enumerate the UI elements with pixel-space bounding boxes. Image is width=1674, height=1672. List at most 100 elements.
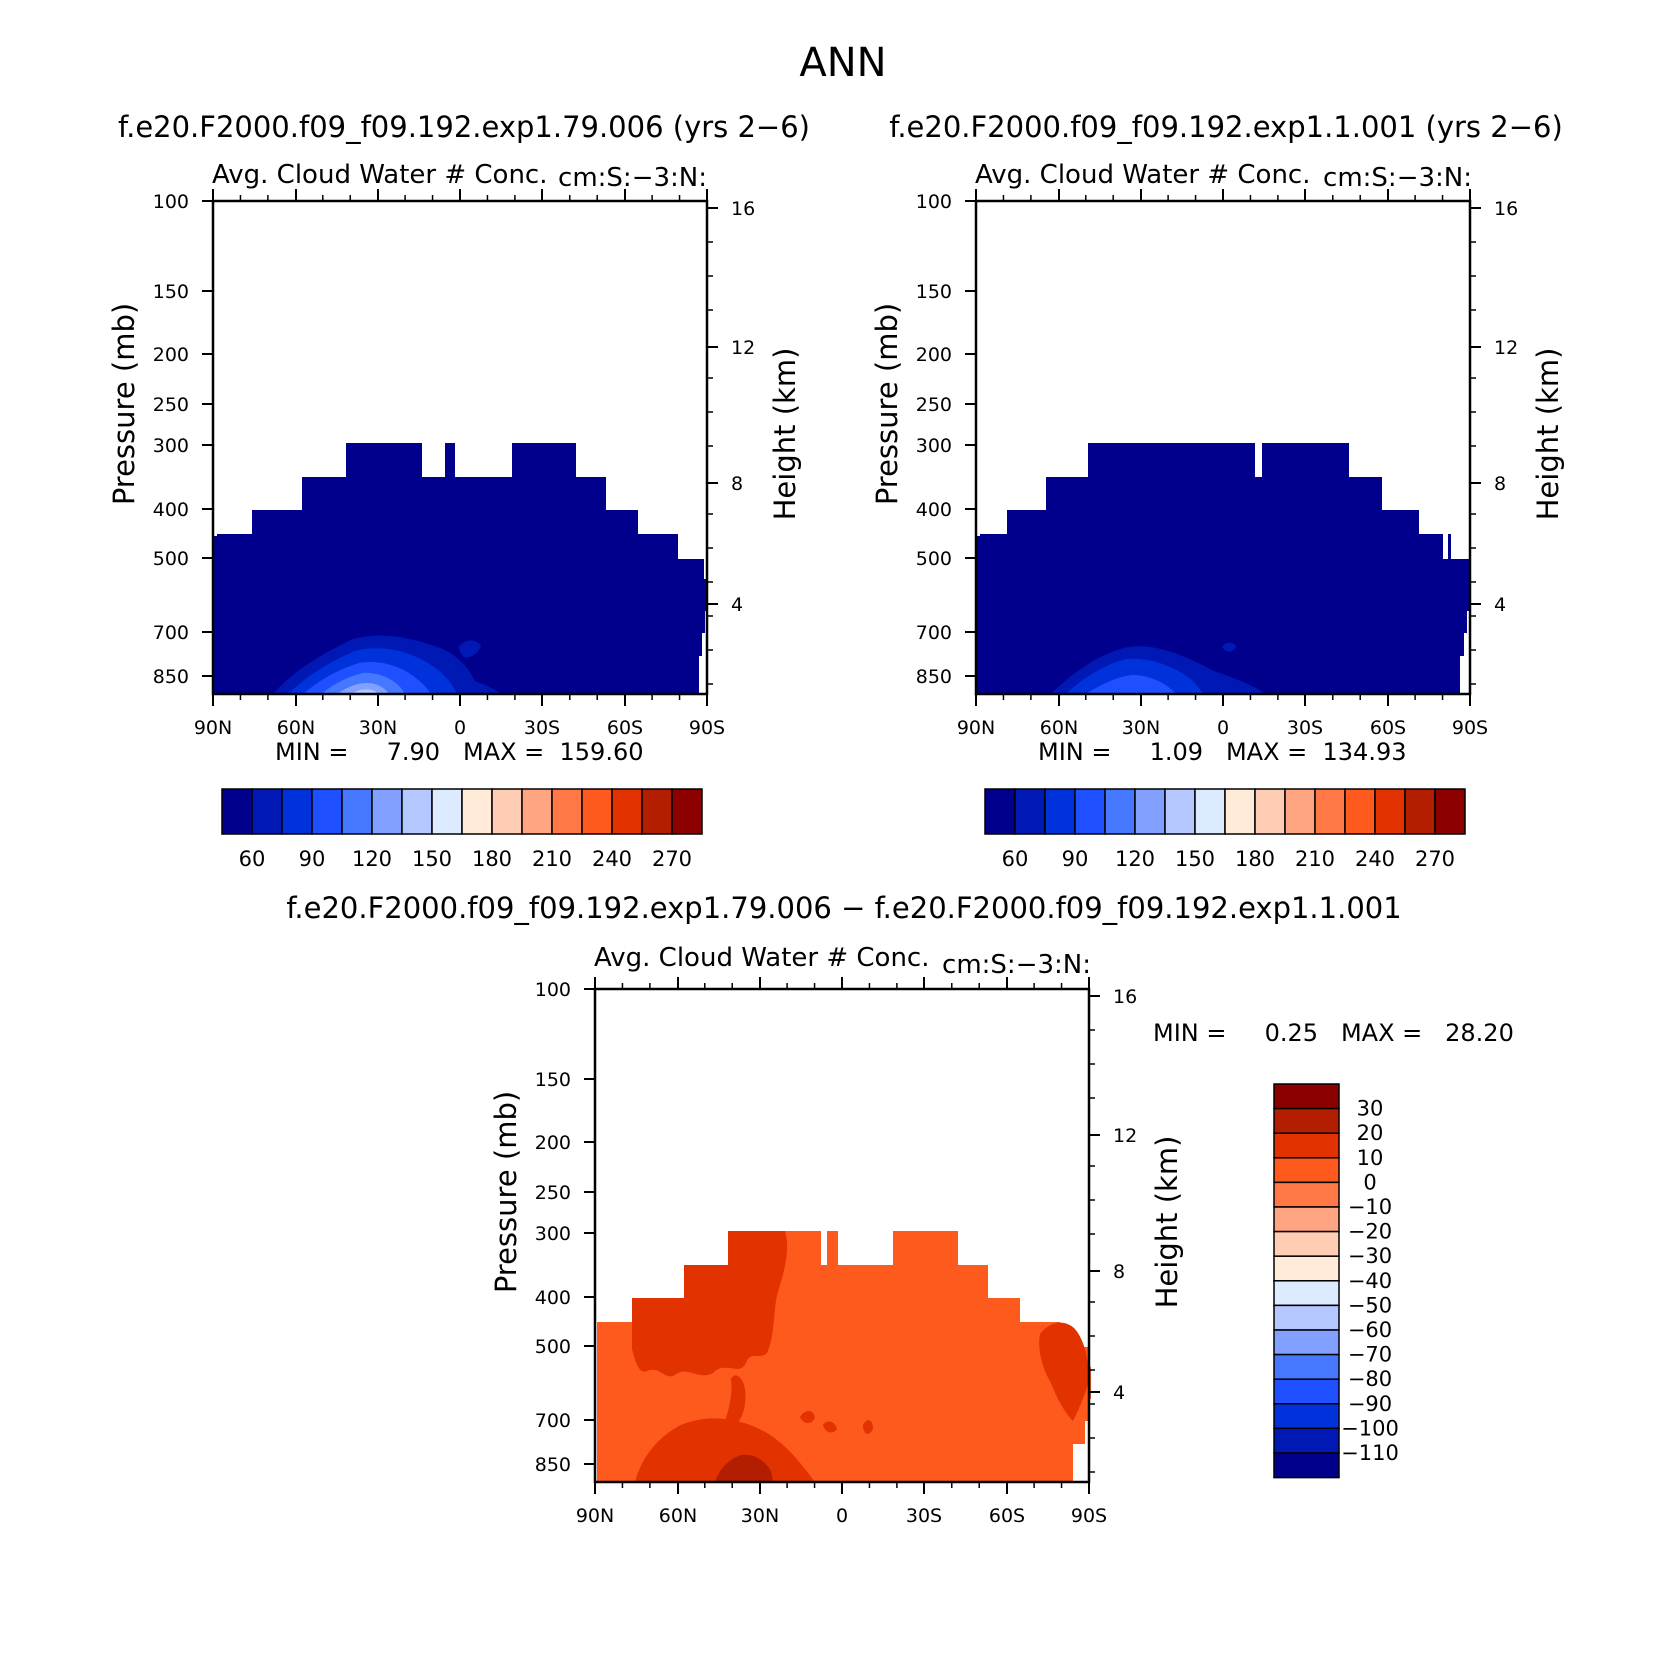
colorbar-label: 270 (652, 847, 692, 871)
page-title: ANN (799, 40, 886, 86)
colorbar-swatch (671, 788, 703, 835)
pressure-tick-label: 250 (535, 1182, 571, 1204)
y2-axis-title: Height (km) (1150, 1136, 1184, 1309)
height-tick-label: 16 (731, 198, 755, 220)
colorbar-swatch (1164, 788, 1196, 835)
data-fill (976, 443, 1470, 694)
colorbar-swatch (1273, 1083, 1340, 1110)
colorbar-swatch (1134, 788, 1166, 835)
colorbar-swatch (1074, 788, 1106, 835)
colorbar-label: −100 (1341, 1416, 1399, 1440)
height-tick-label: 12 (731, 337, 755, 359)
pressure-tick-label: 300 (153, 435, 189, 457)
colorbar-label: 60 (239, 847, 266, 871)
contour-band-ridge (735, 1241, 767, 1268)
lat-tick-label: 90S (1452, 717, 1488, 739)
colorbar-label: 120 (1115, 847, 1155, 871)
height-tick-label: 16 (1113, 986, 1137, 1008)
colorbar-swatch (984, 788, 1016, 835)
height-tick-label: 12 (1494, 337, 1518, 359)
contour-spot-1 (800, 1411, 815, 1423)
colorbar-label: −70 (1348, 1343, 1392, 1367)
colorbar-swatch (521, 788, 553, 835)
height-tick-label: 4 (1494, 594, 1506, 616)
pressure-tick-label: 500 (153, 548, 189, 570)
colorbar-label: 120 (352, 847, 392, 871)
lat-tick-label: 60N (659, 1505, 697, 1527)
panel-minmax: MIN = 1.09 MAX = 134.93 (1038, 738, 1406, 766)
contour-band-lower (635, 1418, 815, 1482)
colorbar-swatch (1224, 788, 1256, 835)
axes: 100 150 200 250 300 400 500 700 850 16 12 8 4 90N 60N 3… (489, 977, 1184, 1527)
lat-tick-label: 0 (454, 717, 466, 739)
pressure-tick-label: 250 (153, 394, 189, 416)
lat-tick-label: 90N (957, 717, 995, 739)
height-tick-label: 12 (1113, 1125, 1137, 1147)
colorbar-label: −30 (1348, 1244, 1392, 1268)
pressure-tick-label: 300 (916, 435, 952, 457)
lat-tick-label: 60S (1370, 717, 1406, 739)
pressure-tick-label: 150 (153, 281, 189, 303)
colorbar-label: −20 (1348, 1220, 1392, 1244)
pressure-tick-label: 200 (153, 344, 189, 366)
colorbar-label: 180 (1235, 847, 1275, 871)
panel-top-left: f.e20.F2000.f09_f09.192.exp1.79.006 (yrs… (107, 110, 810, 871)
colorbar-swatch (1273, 1329, 1340, 1356)
plot-area: 100 150 200 250 300 400 500 700 850 16 12 8 4 90N 60N 3… (489, 977, 1184, 1527)
pressure-tick-label: 250 (916, 394, 952, 416)
lat-tick-label: 90N (576, 1505, 614, 1527)
colorbar-swatch (1273, 1304, 1340, 1331)
pressure-tick-label: 150 (916, 281, 952, 303)
colorbar-swatch (311, 788, 343, 835)
colorbar-label: −40 (1348, 1269, 1392, 1293)
colorbar-label: 10 (1357, 1146, 1384, 1170)
colorbar-label: 270 (1415, 847, 1455, 871)
colorbar-label: 30 (1357, 1097, 1384, 1121)
height-tick-label: 8 (731, 473, 743, 495)
pressure-tick-label: 200 (916, 344, 952, 366)
colorbar-swatch (221, 788, 253, 835)
contour-peak (715, 1454, 773, 1482)
lat-tick-label: 0 (1217, 717, 1229, 739)
colorbar-swatch (1273, 1378, 1340, 1405)
height-tick-label: 8 (1113, 1261, 1125, 1283)
colorbar-swatch (1273, 1353, 1340, 1380)
colorbar-swatch (401, 788, 433, 835)
panel-header: f.e20.F2000.f09_f09.192.exp1.79.006 − f.… (286, 891, 1401, 925)
colorbar-swatch (371, 788, 403, 835)
colorbar-label: 240 (592, 847, 632, 871)
colorbar-label: 150 (1175, 847, 1215, 871)
axes: 100 150 200 250 300 400 500 700 850 16 12 8 4 90N 60N 3… (107, 189, 802, 739)
colorbar-swatch (491, 788, 523, 835)
panel-subtitle-left: Avg. Cloud Water # Conc. (594, 943, 930, 973)
colorbar-swatch (341, 788, 373, 835)
pressure-tick-label: 400 (916, 499, 952, 521)
pressure-tick-label: 500 (916, 548, 952, 570)
lat-tick-label: 30N (741, 1505, 779, 1527)
colorbar-label: 90 (299, 847, 326, 871)
contour-level-3 (1086, 675, 1176, 694)
colorbar-swatch (581, 788, 613, 835)
y-axis-title: Pressure (mb) (870, 303, 904, 505)
colorbar: 60 90 120 150 180 210 240 270 (984, 788, 1466, 871)
colorbar-swatch (641, 788, 673, 835)
cloud-region (213, 443, 707, 694)
panel-subtitle-left: Avg. Cloud Water # Conc. (212, 160, 548, 190)
data-fill (213, 443, 707, 694)
lat-tick-label: 30N (359, 717, 397, 739)
colorbar-swatch (1314, 788, 1346, 835)
contour-band-east (1039, 1322, 1089, 1421)
colorbar-label: 180 (472, 847, 512, 871)
colorbar-swatch (1273, 1132, 1340, 1159)
panel-subtitle-left: Avg. Cloud Water # Conc. (975, 160, 1311, 190)
height-tick-label: 16 (1494, 198, 1518, 220)
colorbar-swatch (1273, 1107, 1340, 1134)
lat-tick-label: 30S (524, 717, 560, 739)
colorbar-label: −60 (1348, 1318, 1392, 1342)
contour-spot-2 (823, 1421, 837, 1433)
colorbar-label: −110 (1341, 1441, 1399, 1465)
colorbar-label: −50 (1348, 1293, 1392, 1317)
panel-top-right: f.e20.F2000.f09_f09.192.exp1.1.001 (yrs … (870, 110, 1565, 871)
colorbar-swatch (1284, 788, 1316, 835)
colorbar-swatch (1273, 1181, 1340, 1208)
